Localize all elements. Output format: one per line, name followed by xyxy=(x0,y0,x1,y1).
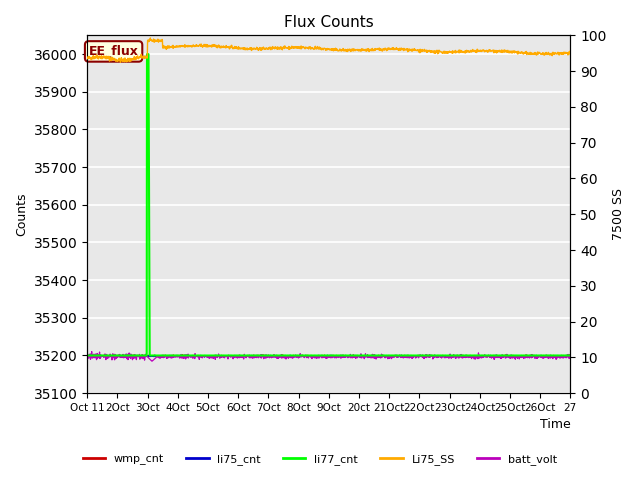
Text: EE_flux: EE_flux xyxy=(89,45,138,58)
Title: Flux Counts: Flux Counts xyxy=(284,15,374,30)
Y-axis label: Counts: Counts xyxy=(15,192,28,236)
X-axis label: Time: Time xyxy=(540,419,570,432)
Legend: wmp_cnt, li75_cnt, li77_cnt, Li75_SS, batt_volt: wmp_cnt, li75_cnt, li77_cnt, Li75_SS, ba… xyxy=(78,450,562,469)
Y-axis label: 7500 SS: 7500 SS xyxy=(612,188,625,240)
